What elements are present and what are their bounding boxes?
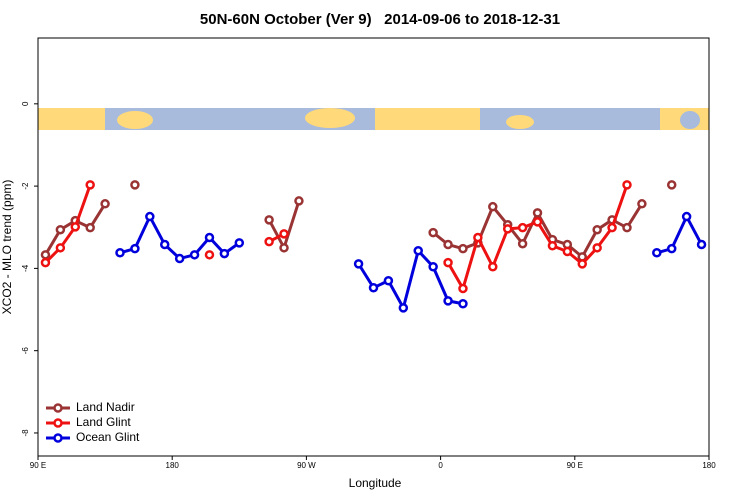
map-land	[506, 115, 534, 129]
data-point	[428, 261, 438, 272]
data-point	[637, 199, 647, 209]
map-ocean	[480, 108, 660, 130]
data-point	[174, 253, 185, 264]
data-point	[488, 261, 498, 272]
map-ocean	[105, 108, 375, 130]
data-point	[458, 283, 468, 294]
data-point	[294, 196, 304, 206]
y-tick-label: -6	[21, 347, 30, 355]
y-tick-label: -8	[21, 429, 30, 437]
data-point	[696, 239, 707, 250]
data-point	[55, 243, 66, 253]
y-axis-label: XCO2 - MLO trend (ppm)	[0, 180, 14, 315]
legend-marker	[53, 433, 63, 443]
data-point	[592, 243, 602, 253]
series-line	[44, 184, 629, 293]
data-point	[622, 222, 632, 233]
data-point	[562, 246, 573, 257]
data-point	[577, 259, 588, 269]
x-tick-label: 90 E	[567, 461, 583, 470]
data-point	[264, 215, 274, 225]
data-point	[666, 180, 677, 190]
legend-marker	[53, 418, 63, 428]
map-land	[117, 111, 153, 129]
data-point	[353, 259, 364, 269]
data-point	[85, 180, 95, 190]
data-point	[413, 245, 423, 256]
data-point	[622, 180, 632, 190]
y-tick-label: 0	[21, 101, 30, 106]
data-point	[219, 248, 230, 259]
data-point	[681, 211, 692, 222]
data-point	[40, 257, 51, 268]
data-point	[517, 238, 528, 249]
map-land	[305, 108, 355, 128]
legend-label: Land Glint	[76, 415, 131, 429]
data-point	[204, 232, 215, 243]
data-point	[279, 243, 289, 253]
data-point	[532, 208, 543, 218]
series-line	[45, 185, 671, 257]
data-point	[652, 248, 662, 258]
data-point	[40, 250, 51, 260]
data-point	[488, 201, 498, 212]
data-point	[159, 239, 170, 250]
data-point	[145, 211, 155, 222]
data-point	[517, 222, 528, 233]
data-point	[428, 227, 438, 238]
data-point	[502, 224, 513, 234]
x-tick-label: 180	[702, 461, 716, 470]
data-point	[264, 236, 274, 247]
map-ocean	[680, 111, 700, 129]
y-tick-label: -2	[21, 182, 30, 190]
data-point	[443, 296, 453, 306]
x-tick-label: 0	[438, 461, 443, 470]
data-point	[115, 248, 125, 258]
data-point	[473, 232, 483, 243]
y-tick-label: -4	[21, 264, 30, 272]
legend-label: Land Nadir	[76, 400, 135, 414]
data-point	[607, 222, 617, 233]
data-point	[532, 217, 543, 227]
data-point	[204, 250, 215, 260]
data-point	[398, 303, 409, 313]
x-axis-label: Longitude	[349, 476, 402, 490]
data-point	[368, 282, 379, 293]
x-tick-label: 90 W	[297, 461, 316, 470]
data-point	[70, 222, 81, 232]
data-point	[234, 238, 245, 248]
data-point	[130, 243, 140, 254]
data-point	[100, 199, 110, 209]
data-point	[189, 250, 200, 260]
map-band	[38, 108, 709, 130]
data-point	[458, 299, 468, 309]
data-point	[383, 275, 394, 286]
data-point	[85, 222, 95, 233]
data-point	[458, 243, 468, 254]
data-point	[130, 180, 140, 190]
legend-label: Ocean Glint	[76, 430, 140, 444]
data-point	[279, 229, 289, 239]
data-point	[547, 241, 558, 251]
data-point	[443, 239, 453, 250]
legend-marker	[53, 403, 63, 413]
data-point	[592, 224, 602, 235]
plot-frame	[37, 37, 710, 457]
chart-title: 50N-60N October (Ver 9) 2014-09-06 to 20…	[200, 11, 560, 28]
data-point	[666, 243, 677, 254]
data-point	[55, 224, 66, 235]
x-tick-label: 180	[166, 461, 180, 470]
data-point	[443, 257, 453, 268]
x-tick-label: 90 E	[30, 461, 46, 470]
